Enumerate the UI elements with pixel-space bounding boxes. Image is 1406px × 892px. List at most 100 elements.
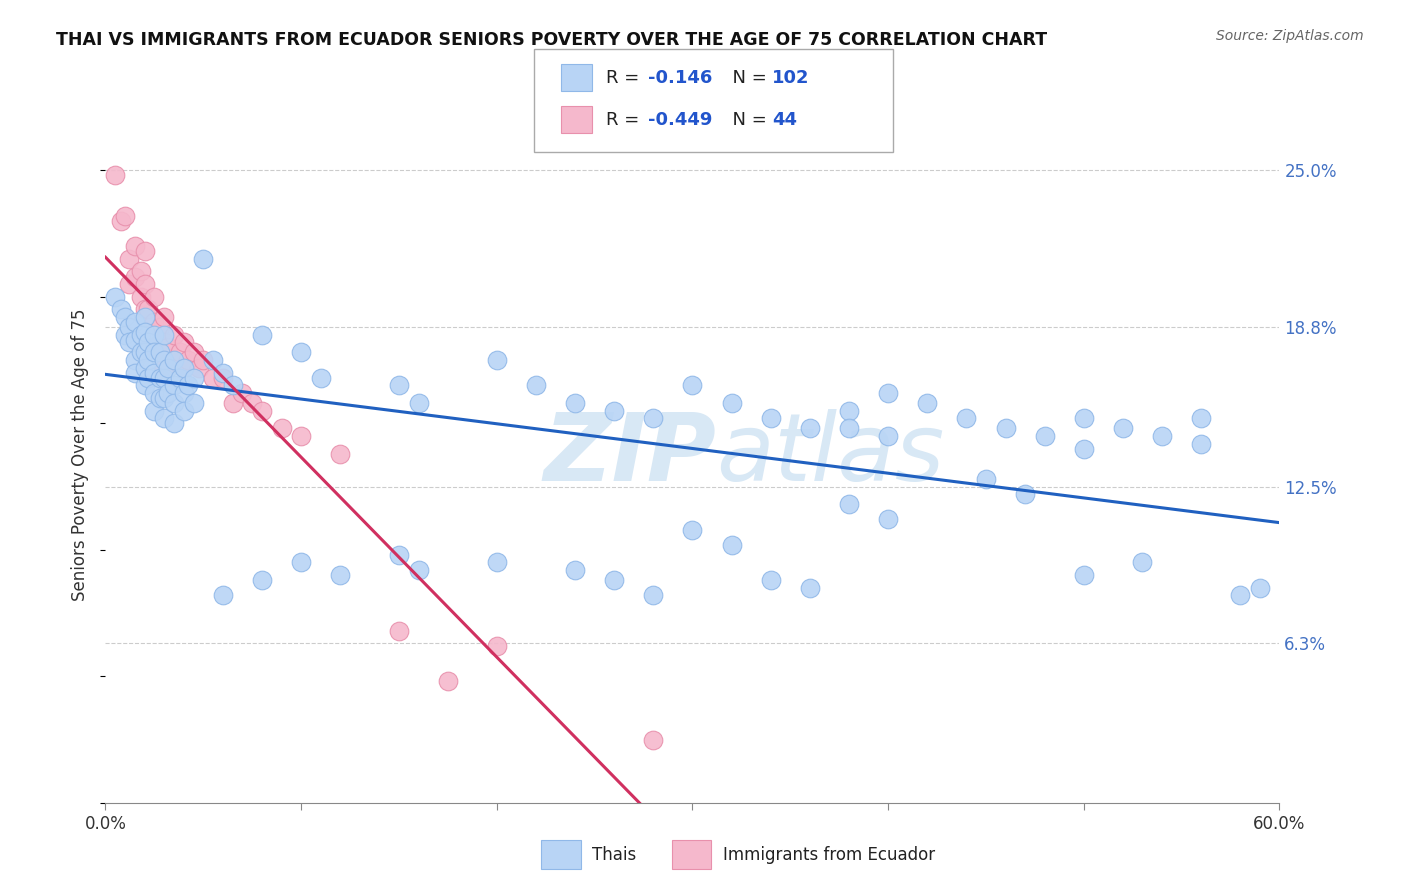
- Point: [188, 360, 211, 375]
- Text: atlas: atlas: [716, 409, 945, 500]
- Point: [202, 353, 225, 368]
- Point: [250, 327, 273, 342]
- Point: [138, 335, 160, 350]
- Point: [124, 333, 146, 347]
- Text: Thais: Thais: [592, 846, 636, 863]
- Point: [153, 335, 176, 350]
- Point: [603, 573, 626, 587]
- Point: [838, 421, 860, 435]
- Point: [1150, 429, 1173, 443]
- Point: [118, 277, 141, 292]
- Point: [408, 563, 430, 577]
- Point: [134, 325, 156, 339]
- Point: [270, 421, 292, 435]
- Point: [1189, 436, 1212, 450]
- Point: [437, 674, 460, 689]
- Point: [124, 269, 146, 284]
- Point: [129, 327, 152, 342]
- Point: [124, 239, 146, 253]
- Point: [143, 345, 166, 359]
- Point: [149, 320, 172, 334]
- Point: [388, 378, 411, 392]
- Text: Immigrants from Ecuador: Immigrants from Ecuador: [723, 846, 935, 863]
- Point: [1073, 411, 1095, 425]
- Point: [163, 327, 186, 342]
- Point: [329, 568, 352, 582]
- Text: N =: N =: [721, 69, 773, 87]
- Point: [143, 340, 166, 354]
- Point: [759, 573, 782, 587]
- Point: [388, 548, 411, 562]
- Point: [153, 353, 176, 368]
- Point: [759, 411, 782, 425]
- Text: R =: R =: [606, 69, 645, 87]
- Point: [157, 386, 180, 401]
- Point: [838, 403, 860, 417]
- Point: [720, 538, 742, 552]
- Point: [163, 396, 186, 410]
- Point: [524, 378, 547, 392]
- Point: [163, 353, 186, 368]
- Point: [153, 310, 176, 324]
- Point: [408, 396, 430, 410]
- Point: [129, 290, 152, 304]
- Text: Source: ZipAtlas.com: Source: ZipAtlas.com: [1216, 29, 1364, 43]
- Text: 44: 44: [772, 111, 797, 128]
- Point: [124, 315, 146, 329]
- Y-axis label: Seniors Poverty Over the Age of 75: Seniors Poverty Over the Age of 75: [72, 309, 90, 601]
- Point: [1132, 556, 1154, 570]
- Point: [110, 302, 132, 317]
- Point: [221, 378, 243, 392]
- Point: [169, 370, 191, 384]
- Point: [485, 639, 508, 653]
- Point: [176, 353, 198, 368]
- Point: [153, 391, 176, 405]
- Point: [134, 360, 156, 375]
- Point: [134, 244, 156, 259]
- Point: [564, 563, 586, 577]
- Point: [250, 403, 273, 417]
- Point: [1189, 411, 1212, 425]
- Point: [643, 732, 665, 747]
- Point: [643, 411, 665, 425]
- Point: [485, 556, 508, 570]
- Point: [118, 335, 141, 350]
- Point: [173, 403, 195, 417]
- Point: [143, 315, 166, 329]
- Point: [193, 353, 215, 368]
- Point: [153, 360, 176, 375]
- Point: [1014, 487, 1036, 501]
- Point: [173, 335, 195, 350]
- Point: [163, 417, 186, 431]
- Point: [221, 396, 243, 410]
- Text: R =: R =: [606, 111, 645, 128]
- Point: [134, 345, 156, 359]
- Point: [290, 556, 312, 570]
- Point: [129, 345, 152, 359]
- Text: THAI VS IMMIGRANTS FROM ECUADOR SENIORS POVERTY OVER THE AGE OF 75 CORRELATION C: THAI VS IMMIGRANTS FROM ECUADOR SENIORS …: [56, 31, 1047, 49]
- Point: [134, 310, 156, 324]
- Point: [149, 370, 172, 384]
- Text: ZIP: ZIP: [543, 409, 716, 501]
- Point: [183, 370, 205, 384]
- Point: [153, 327, 176, 342]
- Point: [104, 290, 127, 304]
- Point: [114, 310, 136, 324]
- Point: [157, 360, 180, 375]
- Point: [153, 411, 176, 425]
- Point: [877, 386, 900, 401]
- Point: [643, 588, 665, 602]
- Point: [388, 624, 411, 638]
- Point: [124, 366, 146, 380]
- Text: -0.449: -0.449: [648, 111, 713, 128]
- Point: [1073, 442, 1095, 456]
- Point: [134, 302, 156, 317]
- Point: [681, 523, 703, 537]
- Point: [114, 327, 136, 342]
- Point: [110, 214, 132, 228]
- Point: [231, 386, 253, 401]
- Point: [173, 386, 195, 401]
- Point: [877, 429, 900, 443]
- Point: [1249, 581, 1271, 595]
- Point: [915, 396, 938, 410]
